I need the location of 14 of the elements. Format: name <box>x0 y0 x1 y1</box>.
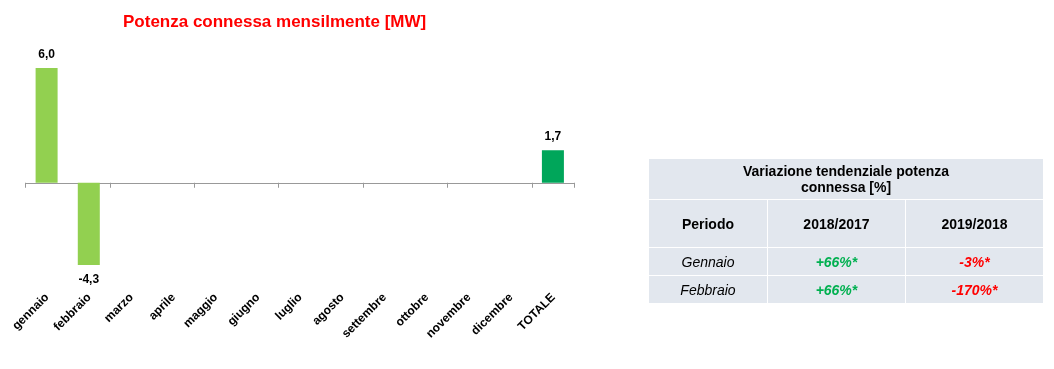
text: -170%* <box>905 275 1044 304</box>
text: 2018/2017 <box>767 199 906 248</box>
text: Gennaio <box>648 247 768 276</box>
chart-title: Potenza connessa mensilmente [MW] <box>123 12 427 31</box>
data-label: 1,7 <box>544 129 562 144</box>
text: Periodo <box>648 199 768 248</box>
text: Variazione tendenziale potenza connessa [%] <box>648 158 1044 200</box>
data-label: 6,0 <box>38 47 56 61</box>
text: -3%* <box>905 247 1044 276</box>
data-label: -4,3 <box>78 272 100 286</box>
text: Febbraio <box>648 275 768 304</box>
text: 2019/2018 <box>905 199 1044 248</box>
text: +66%* <box>767 275 906 304</box>
text: +66%* <box>767 247 906 276</box>
